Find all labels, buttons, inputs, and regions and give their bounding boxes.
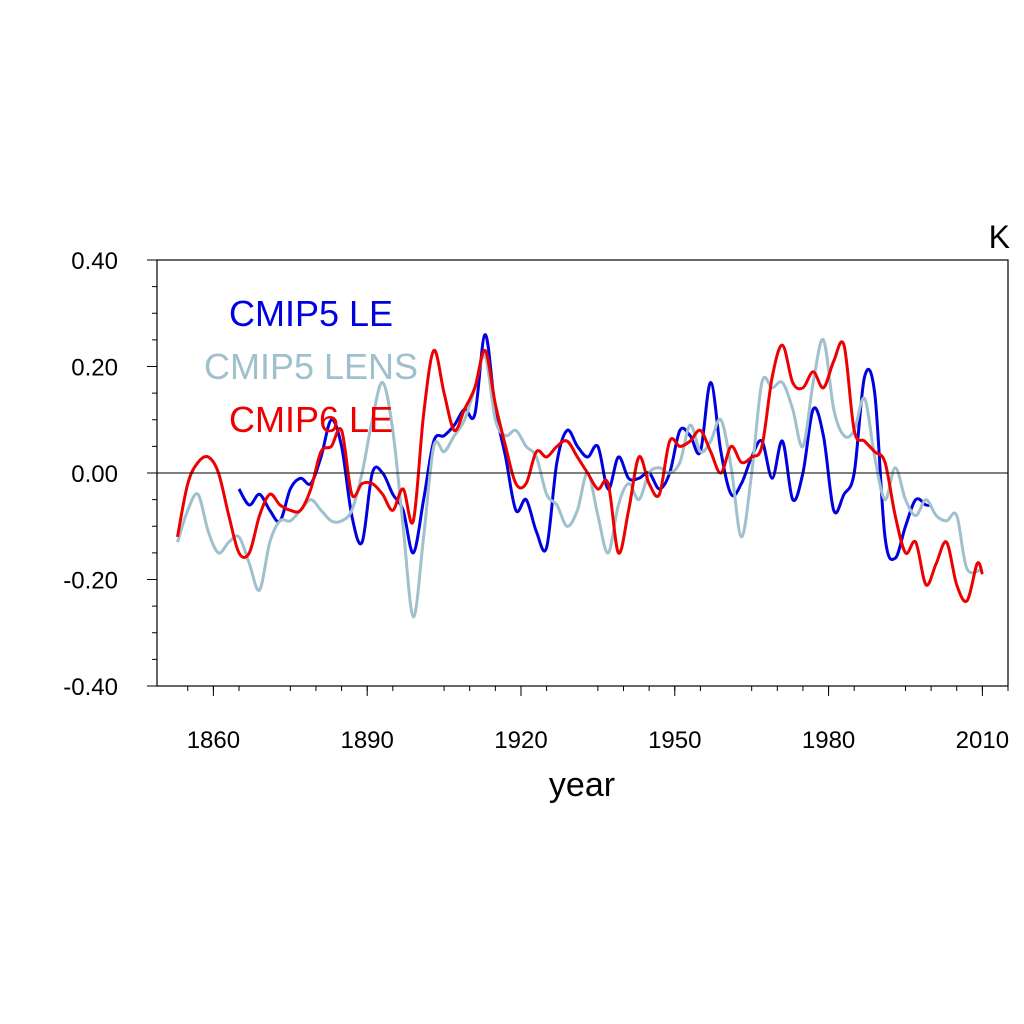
y-tick-label: 0.40 [71, 248, 118, 275]
x-tick-label: 1860 [187, 727, 240, 754]
y-tick-label: 0.20 [71, 355, 118, 382]
series-line-cmip5-lens [176, 338, 983, 619]
legend-item-cmip5-lens: CMIP5 LENS [204, 346, 418, 387]
series-line-cmip5-le [237, 333, 932, 562]
axis-tick-labels: 1860 1890 1920 1950 1980 2010 -0.40 -0.20 0.00 0.… [63, 248, 1009, 754]
legend-item-cmip6-le: CMIP6 LE [229, 399, 393, 440]
x-axis-title: year [549, 766, 615, 804]
x-tick-label: 1980 [802, 727, 855, 754]
x-tick-label: 1950 [648, 727, 701, 754]
axis-ticks [147, 259, 1009, 696]
series-line-cmip6-le [176, 340, 984, 604]
x-tick-label: 1920 [494, 727, 547, 754]
x-tick-label: 2010 [956, 727, 1009, 754]
legend: CMIP5 LE CMIP5 LENS CMIP6 LE [204, 293, 418, 440]
y-tick-label: 0.00 [71, 461, 118, 488]
y-tick-label: -0.20 [63, 568, 118, 595]
unit-label: K [989, 219, 1010, 255]
series-lines [176, 333, 984, 619]
x-tick-label: 1890 [340, 727, 393, 754]
y-tick-label: -0.40 [63, 674, 118, 701]
legend-item-cmip5-le: CMIP5 LE [229, 293, 393, 334]
